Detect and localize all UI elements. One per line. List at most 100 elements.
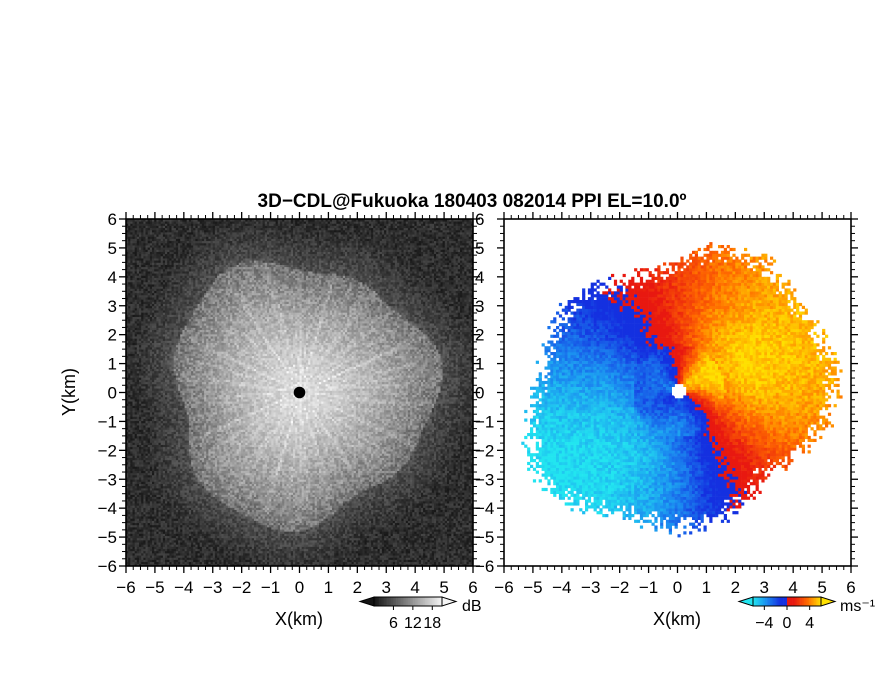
left-heatmap-cell <box>162 314 166 317</box>
left-heatmap-cell <box>128 446 131 450</box>
left-heatmap-cell <box>139 251 142 255</box>
left-heatmap-cell <box>175 513 179 517</box>
left-heatmap-cell <box>158 409 162 413</box>
left-heatmap-cell <box>158 431 162 435</box>
left-heatmap-cell <box>156 386 159 389</box>
left-heatmap-cell <box>139 357 142 361</box>
left-heatmap-cell <box>147 320 151 324</box>
left-heatmap-cell <box>134 438 138 441</box>
left-heatmap-cell <box>147 323 151 326</box>
left-heatmap-cell <box>139 258 142 261</box>
left-heatmap-cell <box>152 390 155 393</box>
left-heatmap-cell <box>154 472 157 476</box>
left-heatmap-cell <box>145 522 149 526</box>
left-heatmap-cell <box>147 412 151 415</box>
left-heatmap-cell <box>154 416 157 419</box>
left-heatmap-cell <box>156 279 159 283</box>
left-heatmap-cell <box>188 381 192 385</box>
left-heatmap-cell <box>145 500 149 504</box>
left-heatmap-cell <box>149 461 153 465</box>
left-heatmap-cell <box>154 375 157 378</box>
left-heatmap-cell <box>139 325 142 328</box>
left-heatmap-cell <box>134 518 138 521</box>
left-heatmap-cell <box>160 357 164 361</box>
left-heatmap-cell <box>143 312 146 315</box>
left-heatmap-cell <box>139 373 142 376</box>
left-heatmap-cell <box>188 227 192 231</box>
left-heatmap-cell <box>143 516 146 519</box>
left-heatmap-cell <box>158 433 162 437</box>
left-heatmap-cell <box>126 453 129 456</box>
left-heatmap-cell <box>171 444 175 448</box>
left-heatmap-cell <box>134 427 138 430</box>
left-heatmap-cell <box>130 383 133 387</box>
left-heatmap-cell <box>169 260 172 263</box>
left-heatmap-cell <box>128 238 131 242</box>
left-heatmap-cell <box>145 388 149 391</box>
left-heatmap-cell <box>143 468 146 471</box>
left-heatmap-cell <box>154 448 157 452</box>
left-heatmap-cell <box>130 262 133 265</box>
left-heatmap-cell <box>136 333 140 337</box>
left-heatmap-cell <box>141 490 144 493</box>
left-heatmap-cell <box>132 364 136 367</box>
left-heatmap-cell <box>130 281 133 285</box>
left-heatmap-cell <box>175 245 179 248</box>
left-heatmap-cell <box>143 299 146 302</box>
left-heatmap-cell <box>132 223 136 226</box>
left-heatmap-cell <box>152 418 155 422</box>
left-heatmap-cell <box>156 260 159 263</box>
left-heatmap-cell <box>128 407 131 411</box>
left-heatmap-cell <box>167 353 170 357</box>
left-heatmap-cell <box>171 498 175 502</box>
left-heatmap-cell <box>188 427 192 430</box>
left-heatmap-cell <box>139 331 142 335</box>
left-heatmap-cell <box>180 524 183 528</box>
left-heatmap-cell <box>162 238 166 242</box>
left-heatmap-cell <box>134 453 138 456</box>
left-heatmap-cell <box>162 537 166 541</box>
left-heatmap-cell <box>165 485 168 489</box>
left-heatmap-cell <box>162 563 166 566</box>
left-heatmap-cell <box>173 292 177 296</box>
left-heatmap-cell <box>165 474 168 478</box>
left-heatmap-cell <box>143 472 146 476</box>
left-heatmap-cell <box>132 399 136 402</box>
left-heatmap-cell <box>141 422 144 426</box>
left-heatmap-cell <box>173 516 177 519</box>
left-heatmap-cell <box>162 474 166 478</box>
left-heatmap-cell <box>160 297 164 300</box>
left-heatmap-cell <box>134 368 138 372</box>
left-heatmap-cell <box>149 364 153 367</box>
left-heatmap-cell <box>134 277 138 281</box>
left-heatmap-cell <box>130 455 133 458</box>
left-heatmap-cell <box>169 344 172 348</box>
left-heatmap-cell <box>143 344 146 348</box>
left-heatmap-cell <box>134 470 138 474</box>
left-heatmap-cell <box>162 225 166 229</box>
left-heatmap-cell <box>139 323 142 326</box>
left-heatmap-cell <box>186 353 190 357</box>
left-heatmap-cell <box>130 544 133 547</box>
left-heatmap-cell <box>139 290 142 294</box>
left-heatmap-cell <box>158 383 162 387</box>
left-heatmap-cell <box>130 325 133 328</box>
left-heatmap-cell <box>132 524 136 528</box>
left-heatmap-cell <box>149 307 153 311</box>
left-heatmap-cell <box>167 431 170 435</box>
left-heatmap-cell <box>130 364 133 367</box>
left-heatmap-cell <box>149 457 153 461</box>
left-heatmap-cell <box>132 314 136 317</box>
left-heatmap-cell <box>165 284 168 287</box>
left-heatmap-cell <box>180 240 183 244</box>
left-heatmap-cell <box>132 219 136 222</box>
left-heatmap-cell <box>158 351 162 354</box>
left-heatmap-cell <box>169 327 172 330</box>
left-heatmap-cell <box>160 457 164 461</box>
left-heatmap-cell <box>171 271 175 274</box>
left-heatmap-cell <box>136 505 140 508</box>
left-heatmap-cell <box>152 307 155 311</box>
left-heatmap-cell <box>154 245 157 248</box>
left-heatmap-cell <box>175 342 179 346</box>
left-heatmap-cell <box>134 383 138 387</box>
